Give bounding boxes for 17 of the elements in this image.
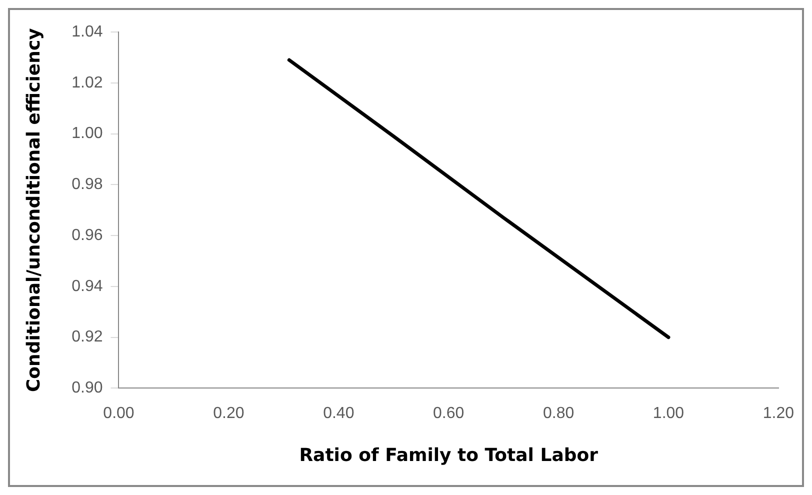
x-tick-label: 0.40: [323, 405, 354, 422]
x-tick-label: 1.00: [652, 405, 684, 422]
y-tick-label: 1.04: [72, 23, 103, 40]
x-tick-label: 1.20: [762, 405, 794, 422]
x-tick-label: 0.20: [213, 405, 244, 422]
x-tick-label: 0.00: [103, 405, 134, 422]
y-tick-label: 1.00: [72, 125, 103, 142]
x-axis-title: Ratio of Family to Total Labor: [299, 444, 598, 466]
y-tick-label: 0.96: [72, 226, 103, 244]
y-axis-title: Conditional/unconditional efficiency: [23, 28, 44, 392]
x-tick-label: 0.80: [542, 405, 574, 422]
y-tick-label: 0.98: [72, 176, 103, 194]
y-tick-label: 1.02: [72, 74, 103, 92]
y-tick-label: 0.90: [72, 380, 103, 397]
x-tick-label: 0.60: [433, 405, 464, 422]
y-tick-label: 0.94: [72, 278, 103, 295]
y-tick-label: 0.92: [72, 328, 103, 346]
